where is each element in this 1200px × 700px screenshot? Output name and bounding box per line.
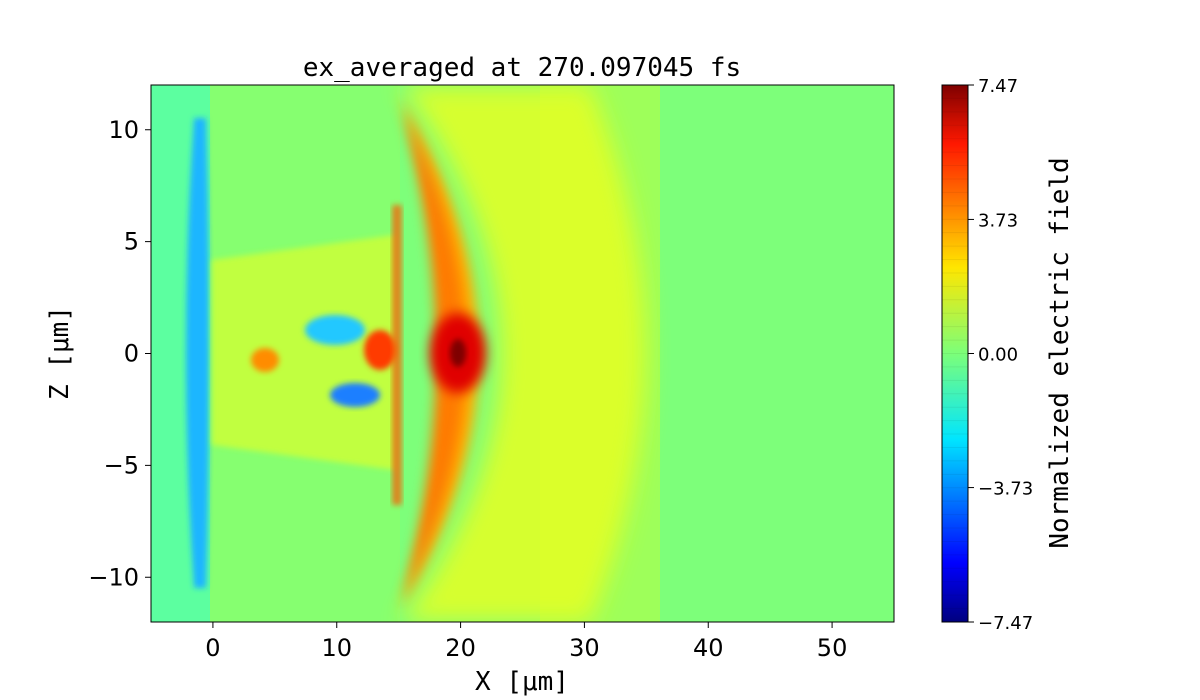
- heatmap-front-edge: [392, 205, 402, 505]
- colorbar-tick-label: 0.00: [978, 345, 1018, 366]
- heatmap-peak-core: [450, 339, 466, 367]
- colorbar-tick-label: 3.73: [978, 210, 1018, 231]
- colorbar-gradient: [942, 85, 968, 622]
- y-tick-label: −5: [104, 451, 139, 479]
- y-tick-label: 5: [124, 228, 139, 256]
- heatmap-yellow-wave: [400, 85, 645, 622]
- y-axis: −10 −5 0 5 10: [88, 116, 151, 591]
- heatmap-channel-blue-1: [305, 315, 365, 345]
- chart-title: ex_averaged at 270.097045 fs: [303, 53, 741, 83]
- y-tick-label: −10: [88, 563, 139, 591]
- x-tick-label: 50: [817, 634, 848, 662]
- x-tick-label: 20: [445, 634, 476, 662]
- x-tick-label: 40: [693, 634, 724, 662]
- y-tick-label: 0: [124, 340, 139, 368]
- colorbar-tick-label: −7.47: [978, 613, 1033, 634]
- x-tick-label: 0: [205, 634, 220, 662]
- heatmap-negative-column: [186, 118, 209, 588]
- colorbar-bands: [942, 97, 968, 610]
- heatmap-laser-arc-core: [402, 110, 466, 600]
- x-axis: 0 10 20 30 40 50: [205, 622, 847, 662]
- heatmap-channel-red-1: [364, 330, 396, 370]
- heatmap-channel-blue-2: [330, 383, 380, 407]
- heatmap-plot-area: [151, 85, 894, 622]
- colorbar-label: Normalized electric field: [1045, 157, 1075, 548]
- colorbar-ticks: −7.47 −3.73 0.00 3.73 7.47: [968, 76, 1033, 634]
- y-tick-label: 10: [108, 116, 139, 144]
- colorbar-tick-label: −3.73: [978, 479, 1033, 500]
- x-tick-label: 10: [321, 634, 352, 662]
- y-axis-label: Z [μm]: [45, 306, 75, 400]
- x-axis-label: X [μm]: [475, 667, 569, 697]
- heatmap-laser-arc: [398, 95, 479, 612]
- colorbar: −7.47 −3.73 0.00 3.73 7.47 Normalized electr…: [941, 76, 1075, 634]
- x-tick-label: 30: [569, 634, 600, 662]
- heatmap-channel-orange-1: [251, 348, 279, 372]
- colorbar-tick-label: 7.47: [978, 76, 1018, 97]
- heatmap-channel: [212, 235, 395, 470]
